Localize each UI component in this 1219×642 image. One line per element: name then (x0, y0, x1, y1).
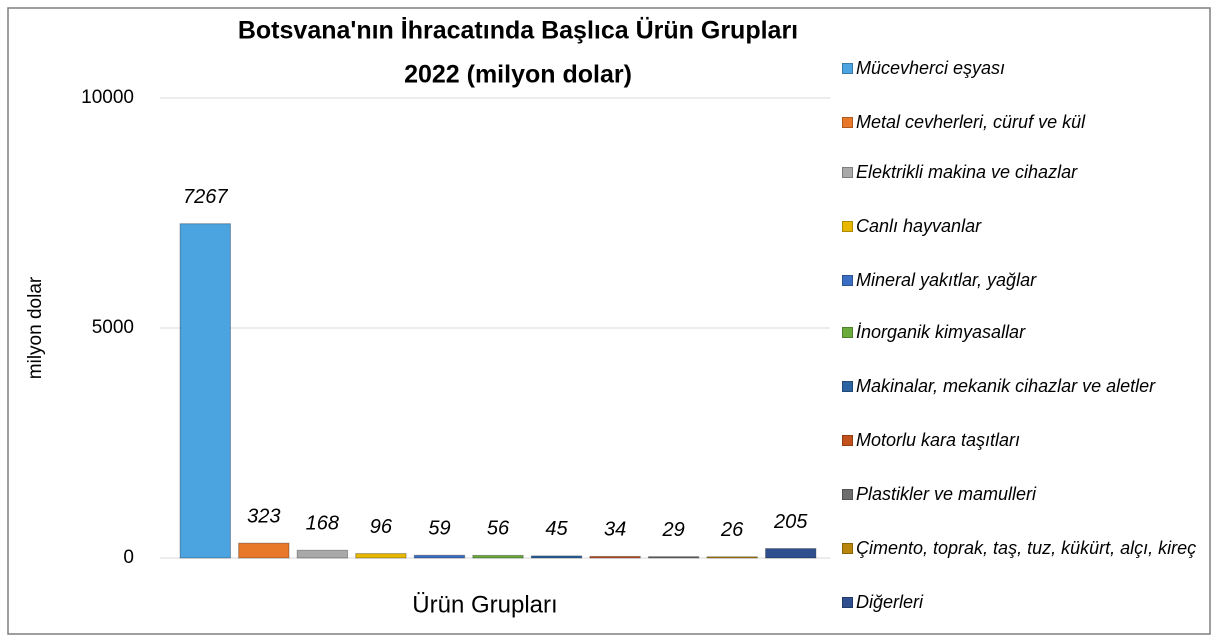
data-label: 45 (545, 518, 568, 540)
legend-label: Metal cevherleri, cüruf ve kül (856, 112, 1086, 132)
legend-label: Elektrikli makina ve cihazlar (856, 162, 1078, 182)
data-label: 7267 (183, 186, 228, 208)
legend-entry: Canlı hayvanlar (842, 214, 1202, 238)
bar (472, 554, 524, 559)
legend-swatch (842, 489, 853, 500)
chart-subtitle: 2022 (milyon dolar) (404, 61, 632, 89)
legend-swatch (842, 221, 853, 232)
legend-entry: Motorlu kara taşıtları (842, 428, 1202, 452)
data-label: 323 (247, 505, 280, 527)
chart-title: Botsvana'nın İhracatında Başlıca Ürün Gr… (238, 16, 798, 45)
data-label: 26 (720, 519, 744, 541)
legend-label: Plastikler ve mamulleri (856, 484, 1037, 504)
legend-label: Diğerleri (856, 592, 924, 612)
y-axis-label: milyon dolar (25, 276, 46, 379)
legend-swatch (842, 435, 853, 446)
legend-swatch (842, 117, 853, 128)
bar (413, 554, 466, 559)
legend-label: Motorlu kara taşıtları (856, 430, 1021, 450)
legend-label: Mineral yakıtlar, yağlar (856, 270, 1037, 290)
legend-swatch (842, 597, 853, 608)
data-label: 29 (662, 519, 685, 541)
data-label: 96 (370, 516, 393, 538)
bar (355, 553, 407, 559)
legend-swatch (842, 543, 853, 554)
x-axis-label: Ürün Grupları (412, 591, 557, 618)
legend-entry: Plastikler ve mamulleri (842, 482, 1202, 506)
y-tick-label: 0 (123, 547, 134, 568)
legend-entry: Çimento, toprak, taş, tuz, kükürt, alçı,… (842, 536, 1202, 560)
bar (238, 542, 290, 559)
bar (706, 556, 758, 559)
bar (179, 223, 231, 559)
legend-entry: Makinalar, mekanik cihazlar ve aletler (842, 374, 1202, 398)
legend-swatch (842, 275, 853, 286)
legend-swatch (842, 63, 853, 74)
data-label: 205 (773, 511, 808, 533)
legend-entry: Metal cevherleri, cüruf ve kül (842, 110, 1202, 134)
bar (530, 555, 583, 559)
legend-swatch (842, 327, 853, 338)
data-label: 59 (428, 518, 450, 540)
legend-swatch (842, 381, 853, 392)
data-label: 34 (604, 519, 626, 541)
legend-label: İnorganik kimyasallar (856, 322, 1026, 342)
bar (765, 548, 817, 559)
legend-swatch (842, 167, 853, 178)
legend-label: Çimento, toprak, taş, tuz, kükürt, alçı,… (856, 538, 1197, 558)
legend-label: Mücevherci eşyası (856, 58, 1006, 78)
y-tick-label: 5000 (92, 317, 134, 338)
legend-entry: Mücevherci eşyası (842, 56, 1202, 80)
bar (589, 555, 641, 559)
y-tick-label: 10000 (81, 87, 134, 108)
bar (296, 549, 349, 559)
legend-label: Canlı hayvanlar (856, 216, 982, 236)
legend-label: Makinalar, mekanik cihazlar ve aletler (856, 376, 1156, 396)
data-label: 168 (306, 513, 339, 535)
data-label: 56 (487, 518, 510, 540)
legend-entry: Elektrikli makina ve cihazlar (842, 160, 1202, 184)
legend-entry: Mineral yakıtlar, yağlar (842, 268, 1202, 292)
bar (647, 556, 700, 559)
legend-entry: İnorganik kimyasallar (842, 320, 1202, 344)
legend-entry: Diğerleri (842, 590, 1202, 614)
